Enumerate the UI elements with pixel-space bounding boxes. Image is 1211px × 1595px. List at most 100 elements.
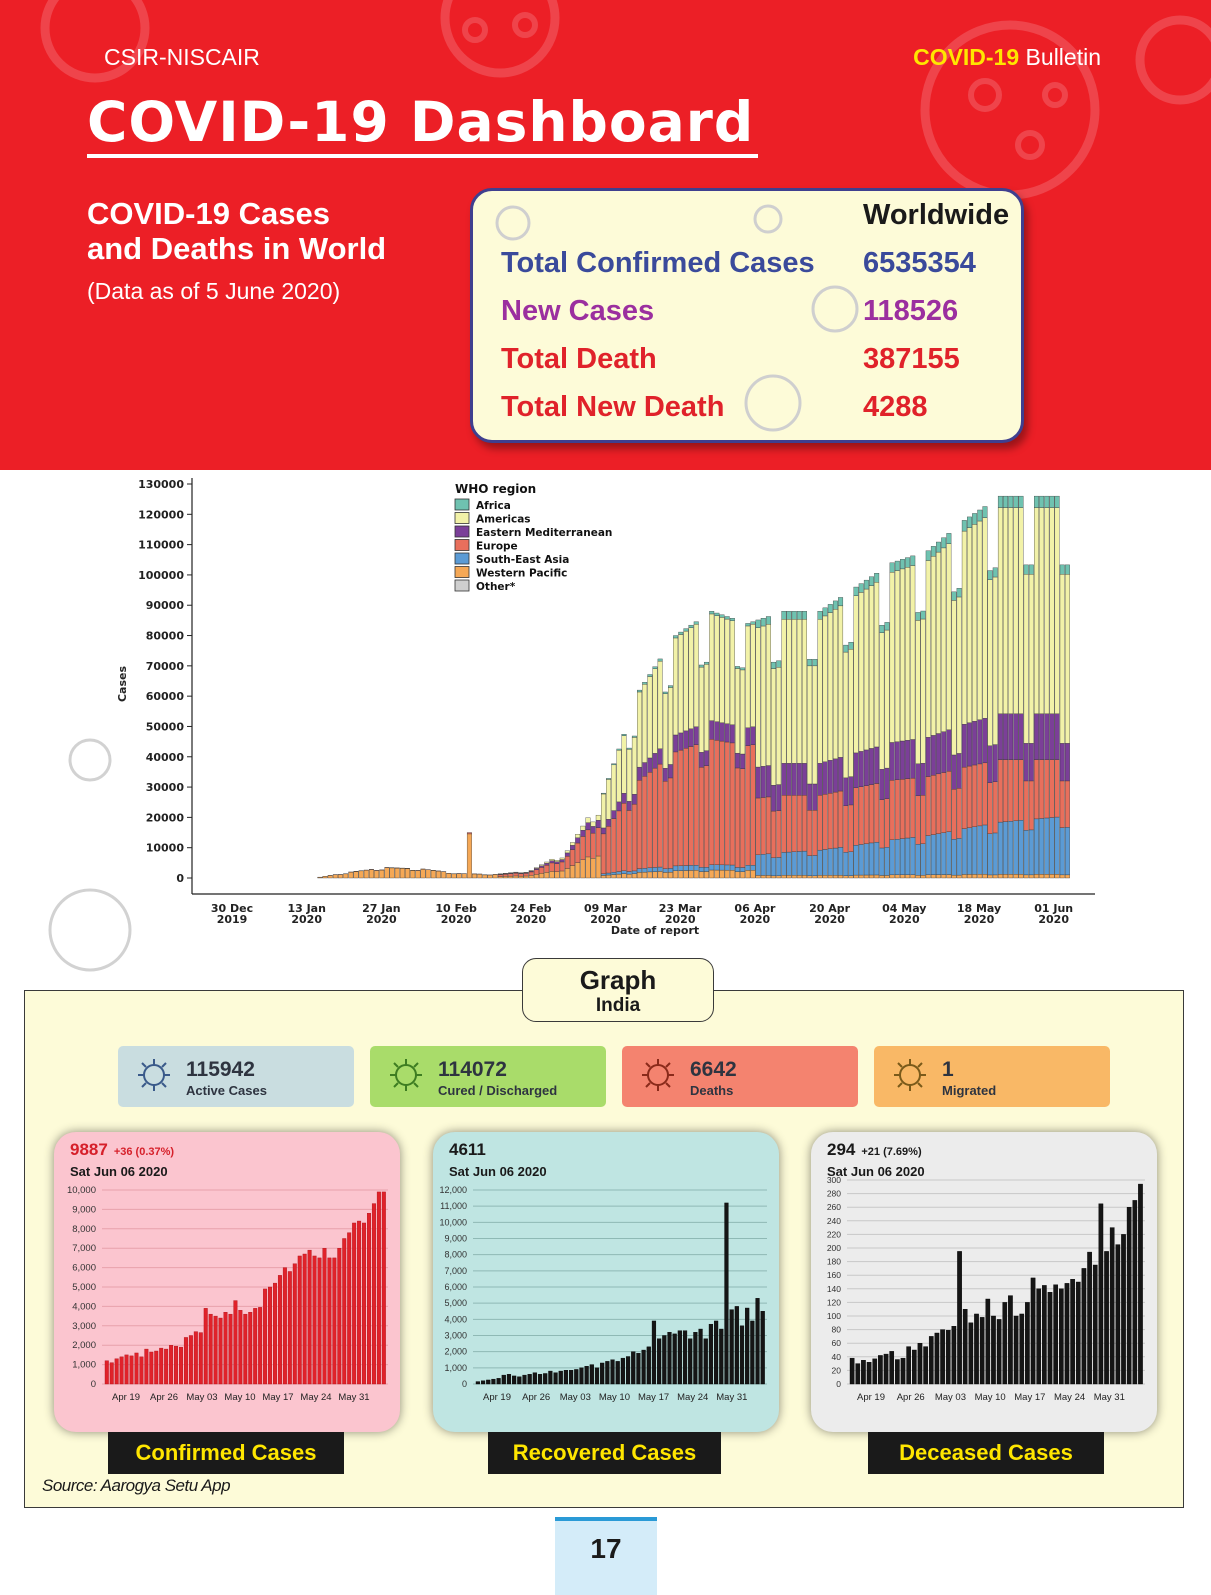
stacked-bar-segment [1059, 827, 1065, 876]
data-bar [357, 1220, 362, 1385]
stacked-bar-segment [709, 869, 715, 879]
new-cases-label: New Cases [501, 295, 655, 327]
stacked-bar-segment [936, 733, 941, 775]
stacked-bar-segment [673, 865, 679, 871]
stacked-bar-segment [1018, 507, 1024, 714]
stacked-bar-segment [693, 865, 699, 871]
stacked-bar-segment [992, 576, 998, 745]
stacked-bar-segment [585, 829, 591, 858]
stacked-bar-segment [1064, 574, 1070, 744]
stacked-bar-segment [575, 862, 581, 879]
stacked-bar-segment [874, 746, 880, 784]
data-bar [144, 1348, 149, 1385]
stacked-bar-segment [626, 801, 632, 811]
legend-label: Western Pacific [476, 568, 567, 580]
stacked-bar-segment [533, 868, 539, 870]
data-bar [501, 1374, 506, 1385]
stacked-bar-segment [930, 546, 936, 557]
stacked-bar-segment [905, 837, 911, 875]
stacked-bar-segment [863, 579, 869, 590]
stacked-bar-segment [967, 874, 972, 879]
stacked-bar-segment [910, 874, 916, 879]
stacked-bar-segment [595, 827, 601, 857]
stacked-bar-segment [884, 847, 890, 876]
stacked-bar-segment [528, 875, 534, 879]
stacked-bar-segment [637, 780, 642, 869]
stacked-bar-segment [936, 541, 941, 553]
stacked-bar-segment [961, 828, 967, 875]
stacked-bar-segment [807, 855, 813, 876]
stacked-bar-segment [796, 611, 802, 620]
x-tick-label-year: 2020 [964, 913, 995, 926]
total-death-label: Total Death [501, 343, 657, 375]
stacked-bar-segment [832, 609, 838, 760]
stacked-bar-segment [910, 777, 916, 838]
stacked-bar-segment [497, 874, 503, 877]
stacked-bar-segment [544, 865, 550, 873]
data-bar [342, 1238, 347, 1385]
stacked-bar-segment [874, 582, 880, 748]
stacked-bar-segment [972, 721, 978, 766]
stacked-bar-segment [807, 810, 813, 856]
stacked-bar-segment [513, 875, 519, 879]
stacked-bar-segment [848, 649, 854, 777]
stacked-bar-segment [1054, 507, 1060, 714]
stacked-bar-segment [946, 543, 952, 730]
stacked-bar-segment [853, 845, 859, 876]
data-bar [563, 1370, 569, 1385]
stacked-bar-segment [1054, 874, 1060, 879]
total-confirmed-value: 6535354 [863, 247, 976, 279]
stacked-bar-segment [956, 588, 962, 598]
stacked-bar-segment [678, 631, 684, 635]
y-tick-label: 40 [832, 1352, 842, 1362]
stacked-bar-segment [786, 851, 792, 876]
stacked-bar-segment [1034, 759, 1039, 820]
stacked-bar-segment [688, 865, 694, 871]
stacked-bar-segment [987, 579, 993, 746]
migrated-label: Migrated [942, 1083, 997, 1098]
stacked-bar-segment [982, 517, 988, 719]
stacked-bar-segment [389, 867, 395, 879]
confirmed-panel: 9887 +36 (0.37%) Sat Jun 06 2020 0 1,000 2,… [54, 1132, 400, 1432]
stacked-bar-segment [750, 744, 756, 866]
stacked-bar-segment [1008, 821, 1014, 875]
data-bar [154, 1350, 159, 1385]
data-bar [945, 1330, 951, 1385]
stacked-bar-segment [807, 659, 813, 667]
data-bar [119, 1356, 124, 1385]
stacked-bar-segment [765, 616, 771, 625]
data-bar [1058, 1288, 1064, 1385]
legend-label: Eastern Mediterranean [476, 527, 612, 539]
data-bar [951, 1325, 957, 1385]
data-bar [1030, 1277, 1036, 1385]
data-bar [213, 1315, 218, 1385]
stacked-bar-segment [1034, 713, 1039, 760]
data-bar [263, 1288, 268, 1385]
stacked-bar-segment [802, 875, 807, 879]
stacked-bar-segment [848, 875, 854, 879]
y-tick-label: 5,000 [444, 1298, 467, 1308]
stacked-bar-segment [796, 851, 802, 876]
stacked-bar-segment [508, 873, 514, 877]
active-cases-label: Active Cases [186, 1083, 267, 1098]
x-tick-label: Apr 26 [150, 1392, 178, 1403]
x-tick-label-year: 2020 [1038, 913, 1069, 926]
stacked-bar-segment [997, 759, 1003, 823]
y-tick-label: 40000 [146, 751, 185, 764]
stacked-bar-segment [802, 611, 807, 620]
graph-label: Graph [579, 965, 657, 995]
stacked-bar-segment [544, 872, 550, 879]
stacked-bar-segment [709, 613, 715, 721]
stacked-bar-segment [838, 847, 844, 876]
stacked-bar-segment [539, 873, 545, 879]
stacked-bar-segment [822, 849, 828, 876]
stacked-bar-segment [657, 871, 663, 879]
y-tick-label: 10000 [146, 842, 185, 855]
stacked-bar-segment [1054, 713, 1060, 760]
stacked-bar-segment [977, 763, 983, 827]
stacked-bar-segment [539, 867, 545, 874]
stacked-bar-segment [997, 495, 1003, 508]
active-cases-card: 115942 Active Cases [118, 1046, 354, 1107]
stacked-bar-segment [889, 839, 895, 876]
stacked-bar-segment [905, 557, 911, 568]
